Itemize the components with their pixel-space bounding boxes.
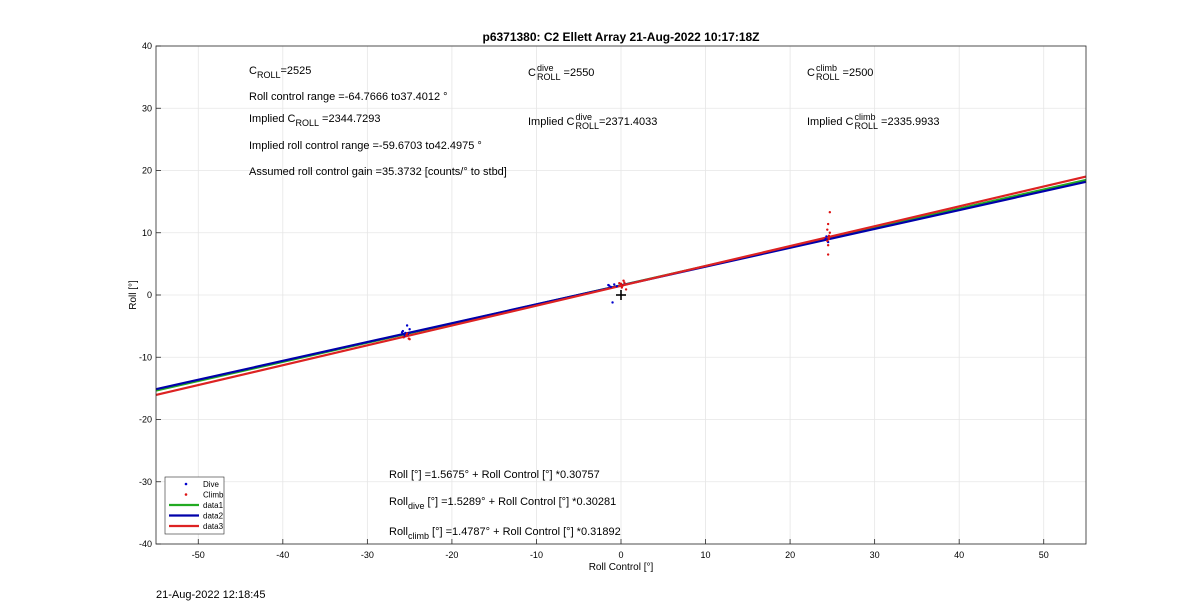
point-climb	[624, 288, 628, 291]
point-climb	[827, 234, 831, 238]
x-tick-label: 20	[785, 550, 795, 560]
point-climb	[408, 337, 411, 341]
point-climb	[405, 332, 409, 335]
point-dive	[613, 283, 616, 286]
x-axis-label: Roll Control [°]	[589, 562, 654, 573]
legend-swatch-dive	[184, 482, 188, 486]
point-dive	[615, 285, 618, 288]
implied-c-roll: Implied CROLL =2344.7293	[249, 113, 381, 128]
point-climb	[828, 211, 832, 214]
point-climb	[402, 336, 405, 339]
legend-label-dive: Dive	[203, 480, 220, 489]
roll-control-range: Roll control range =-64.7666 to37.4012 °	[249, 91, 448, 103]
y-tick-label: 10	[142, 228, 152, 238]
point-climb	[405, 334, 408, 337]
point-climb	[621, 284, 624, 287]
equation-all: Roll [°] =1.5675° + Roll Control [°] *0.…	[389, 469, 600, 481]
legend-label-data3: data3	[203, 522, 224, 531]
implied-roll-control-range: Implied roll control range =-59.6703 to4…	[249, 140, 482, 152]
x-tick-label: -10	[530, 550, 543, 560]
assumed-gain: Assumed roll control gain =35.3732 [coun…	[249, 166, 507, 178]
legend-label-data2: data2	[203, 512, 224, 521]
point-climb	[620, 286, 624, 289]
equation-dive: Rolldive [°] =1.5289° + Roll Control [°]…	[389, 496, 617, 511]
fit-line-data3	[155, 175, 1087, 397]
x-tick-label: 30	[870, 550, 880, 560]
x-tick-label: -40	[276, 550, 289, 560]
y-tick-label: -30	[139, 477, 152, 487]
point-dive	[825, 235, 828, 238]
legend-swatch-climb	[184, 493, 188, 496]
data-points	[400, 211, 832, 341]
x-tick-label: 0	[618, 550, 623, 560]
point-climb	[826, 244, 830, 247]
x-tick-label: -20	[445, 550, 458, 560]
x-tick-label: -50	[192, 550, 205, 560]
x-tick-label: 50	[1039, 550, 1049, 560]
point-climb	[826, 239, 829, 243]
point-dive	[609, 285, 613, 289]
point-climb	[826, 222, 830, 226]
point-climb	[826, 228, 829, 231]
point-dive	[405, 324, 409, 327]
origin-marker	[616, 290, 626, 300]
y-tick-label: -10	[139, 352, 152, 362]
point-climb	[828, 231, 832, 234]
y-tick-label: 30	[142, 103, 152, 113]
axis-ticks: -50 -40 -30 -20 -10 0 10 20 30 40 50 -40 -30 -20 -10 0 1…	[139, 41, 1049, 560]
chart-title: p6371380: C2 Ellett Array 21-Aug-2022 10…	[482, 30, 759, 44]
legend-label-climb: Climb	[203, 491, 224, 500]
point-climb	[622, 279, 625, 282]
equation-climb: Rollclimb [°] =1.4787° + Roll Control [°…	[389, 526, 621, 541]
point-climb	[618, 281, 621, 285]
point-climb	[826, 253, 830, 256]
y-tick-label: -40	[139, 539, 152, 549]
point-climb	[623, 281, 626, 284]
x-tick-label: 40	[954, 550, 964, 560]
fit-lines	[155, 175, 1087, 397]
print-timestamp: 21-Aug-2022 12:18:45	[156, 589, 266, 601]
x-tick-label: 10	[701, 550, 711, 560]
y-tick-label: -20	[139, 415, 152, 425]
y-tick-label: 20	[142, 166, 152, 176]
point-dive	[611, 301, 614, 304]
point-dive	[400, 331, 404, 334]
c-roll-annotation: CROLL=2525	[249, 65, 312, 80]
legend-label-data1: data1	[203, 501, 224, 510]
y-tick-label: 40	[142, 41, 152, 51]
point-dive	[408, 328, 411, 331]
x-tick-label: -30	[361, 550, 374, 560]
point-climb	[827, 237, 831, 241]
y-tick-label: 0	[147, 290, 152, 300]
point-dive	[824, 237, 827, 241]
y-axis-label: Roll [°]	[128, 280, 139, 310]
point-dive	[607, 284, 611, 287]
